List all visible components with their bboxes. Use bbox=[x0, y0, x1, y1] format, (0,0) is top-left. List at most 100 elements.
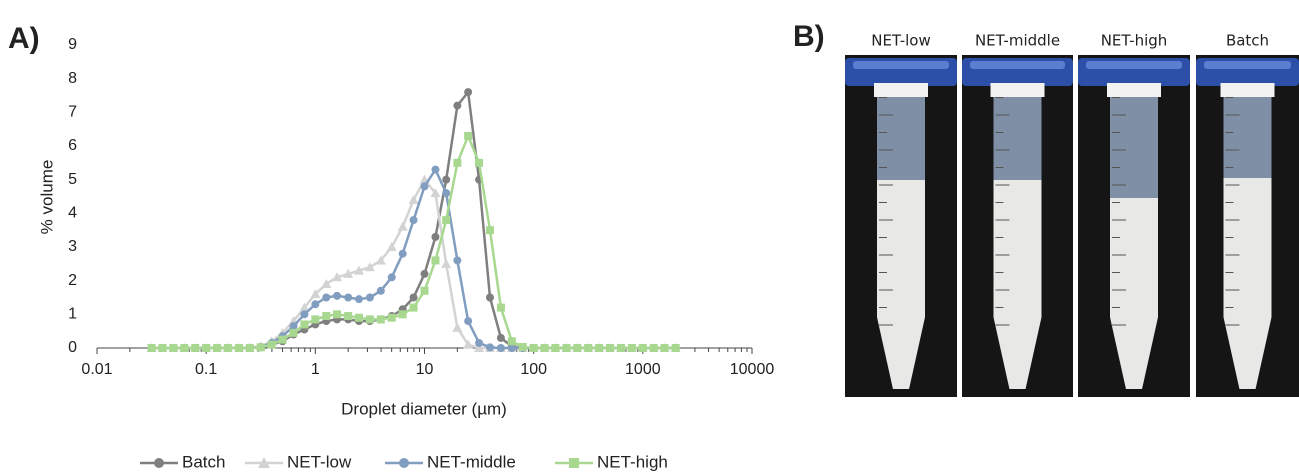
marker bbox=[344, 293, 353, 302]
y-tick-label: 4 bbox=[68, 205, 77, 222]
marker bbox=[496, 344, 505, 352]
marker bbox=[365, 293, 374, 302]
marker bbox=[353, 265, 364, 275]
marker bbox=[321, 279, 332, 289]
marker bbox=[442, 189, 451, 198]
marker bbox=[573, 344, 582, 352]
y-tick-label: 9 bbox=[68, 36, 77, 53]
y-axis-label: % volume bbox=[37, 160, 56, 235]
marker bbox=[453, 158, 462, 167]
emulsion bbox=[877, 180, 925, 389]
clamp-highlight bbox=[970, 61, 1065, 69]
photo-label: Batch bbox=[1226, 32, 1269, 50]
y-tick-label: 2 bbox=[68, 272, 77, 289]
clamp-highlight bbox=[853, 61, 949, 69]
marker bbox=[332, 272, 343, 282]
marker bbox=[464, 131, 473, 140]
marker bbox=[475, 338, 484, 347]
marker bbox=[376, 315, 385, 324]
photo-label: NET-high bbox=[1101, 32, 1168, 50]
series-line bbox=[151, 132, 676, 350]
marker bbox=[551, 344, 560, 352]
marker bbox=[431, 232, 440, 241]
marker bbox=[496, 333, 505, 342]
marker bbox=[299, 302, 310, 312]
emulsion bbox=[1110, 198, 1158, 389]
marker bbox=[529, 344, 538, 352]
legend-label: Batch bbox=[182, 452, 225, 471]
marker bbox=[496, 303, 505, 312]
marker bbox=[235, 344, 244, 352]
series-line bbox=[151, 177, 676, 350]
marker bbox=[485, 293, 494, 302]
marker bbox=[442, 175, 451, 184]
y-tick-label: 6 bbox=[68, 137, 77, 154]
marker bbox=[333, 291, 342, 300]
marker bbox=[464, 317, 473, 326]
y-tick-label: 8 bbox=[68, 70, 77, 87]
marker bbox=[606, 344, 615, 352]
x-axis-label: Droplet diameter (µm) bbox=[341, 399, 507, 418]
tube-cap bbox=[990, 83, 1045, 97]
marker bbox=[267, 340, 276, 349]
marker bbox=[223, 344, 232, 352]
marker bbox=[365, 315, 374, 324]
marker bbox=[474, 343, 485, 352]
marker bbox=[386, 242, 397, 251]
marker bbox=[311, 315, 320, 324]
marker bbox=[322, 312, 331, 321]
legend-label: NET-high bbox=[597, 452, 668, 471]
marker bbox=[154, 458, 164, 468]
marker bbox=[322, 293, 331, 302]
emulsion bbox=[993, 180, 1042, 389]
marker bbox=[507, 344, 516, 352]
x-tick-label: 0.1 bbox=[195, 361, 217, 378]
marker bbox=[398, 310, 407, 319]
marker bbox=[180, 344, 189, 352]
emulsion bbox=[1223, 178, 1272, 389]
marker bbox=[452, 322, 463, 332]
y-tick-label: 5 bbox=[68, 171, 77, 188]
marker bbox=[617, 344, 626, 352]
marker bbox=[507, 337, 516, 346]
marker bbox=[627, 344, 636, 352]
marker bbox=[387, 313, 396, 322]
marker bbox=[453, 101, 462, 110]
x-tick-label: 10 bbox=[416, 361, 434, 378]
marker bbox=[147, 344, 156, 352]
marker bbox=[398, 249, 407, 258]
marker bbox=[354, 313, 363, 322]
marker bbox=[595, 344, 604, 352]
marker bbox=[300, 320, 309, 329]
marker bbox=[344, 312, 353, 321]
marker bbox=[420, 182, 429, 191]
marker bbox=[431, 256, 440, 265]
marker bbox=[540, 344, 549, 352]
marker bbox=[333, 310, 342, 319]
marker bbox=[420, 269, 429, 278]
marker bbox=[584, 344, 593, 352]
marker bbox=[375, 255, 386, 265]
x-tick-label: 0.01 bbox=[81, 361, 112, 378]
marker bbox=[518, 342, 527, 351]
clamp-highlight bbox=[1204, 61, 1291, 69]
x-tick-label: 100 bbox=[520, 361, 547, 378]
marker bbox=[343, 268, 354, 278]
marker bbox=[453, 256, 462, 265]
tube-cap bbox=[1107, 83, 1161, 97]
marker bbox=[485, 226, 494, 235]
clamp-highlight bbox=[1086, 61, 1182, 69]
y-tick-label: 1 bbox=[68, 306, 77, 323]
marker bbox=[311, 300, 320, 309]
marker bbox=[408, 194, 419, 204]
marker bbox=[354, 295, 363, 304]
y-tick-label: 3 bbox=[68, 238, 77, 255]
marker bbox=[671, 344, 680, 352]
marker bbox=[431, 165, 440, 174]
marker bbox=[562, 344, 571, 352]
marker bbox=[420, 286, 429, 295]
tube-cap bbox=[874, 83, 928, 97]
tube-cap bbox=[1220, 83, 1275, 97]
marker bbox=[463, 339, 474, 349]
